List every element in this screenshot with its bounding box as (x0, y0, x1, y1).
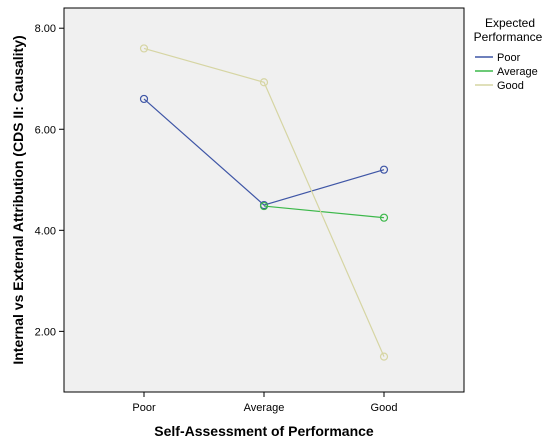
legend-title-line-2: Performance (474, 30, 543, 44)
legend-item-average: Average (475, 66, 538, 78)
x-tick-label: Poor (132, 402, 156, 414)
x-axis-title: Self-Assessment of Performance (154, 423, 374, 439)
series-line-poor (143, 98, 385, 206)
y-axis-title: Internal vs External Attribution (CDS II… (10, 35, 26, 364)
x-tick-label: Average (244, 402, 285, 414)
data-point-poor (139, 94, 149, 104)
legend-item-good: Good (475, 80, 524, 92)
data-point-poor (379, 165, 389, 174)
y-tick-label: 8.00 (35, 23, 56, 35)
plot-area (63, 7, 465, 393)
legend-title-line-1: Expected (485, 16, 535, 30)
data-point-average (259, 201, 269, 211)
data-point-average (379, 213, 389, 222)
data-point-good (379, 352, 389, 361)
data-point-good (139, 44, 149, 53)
y-tick-label: 2.00 (35, 326, 56, 338)
y-axis: 2.00 4.00 6.00 8.00 (35, 23, 64, 338)
x-axis: Poor Average Good (132, 392, 397, 414)
series-layer (139, 44, 389, 361)
series-line-average (263, 205, 385, 219)
y-tick-label: 4.00 (35, 225, 56, 237)
series-line-good (143, 47, 385, 357)
data-point-good (259, 78, 269, 87)
legend-label-poor: Poor (497, 52, 521, 64)
legend: Expected Performance Poor Average Good (474, 16, 543, 92)
legend-label-average: Average (497, 66, 538, 78)
y-tick-label: 6.00 (35, 124, 56, 136)
legend-item-poor: Poor (475, 52, 521, 64)
legend-label-good: Good (497, 80, 524, 92)
x-tick-label: Good (371, 402, 398, 414)
